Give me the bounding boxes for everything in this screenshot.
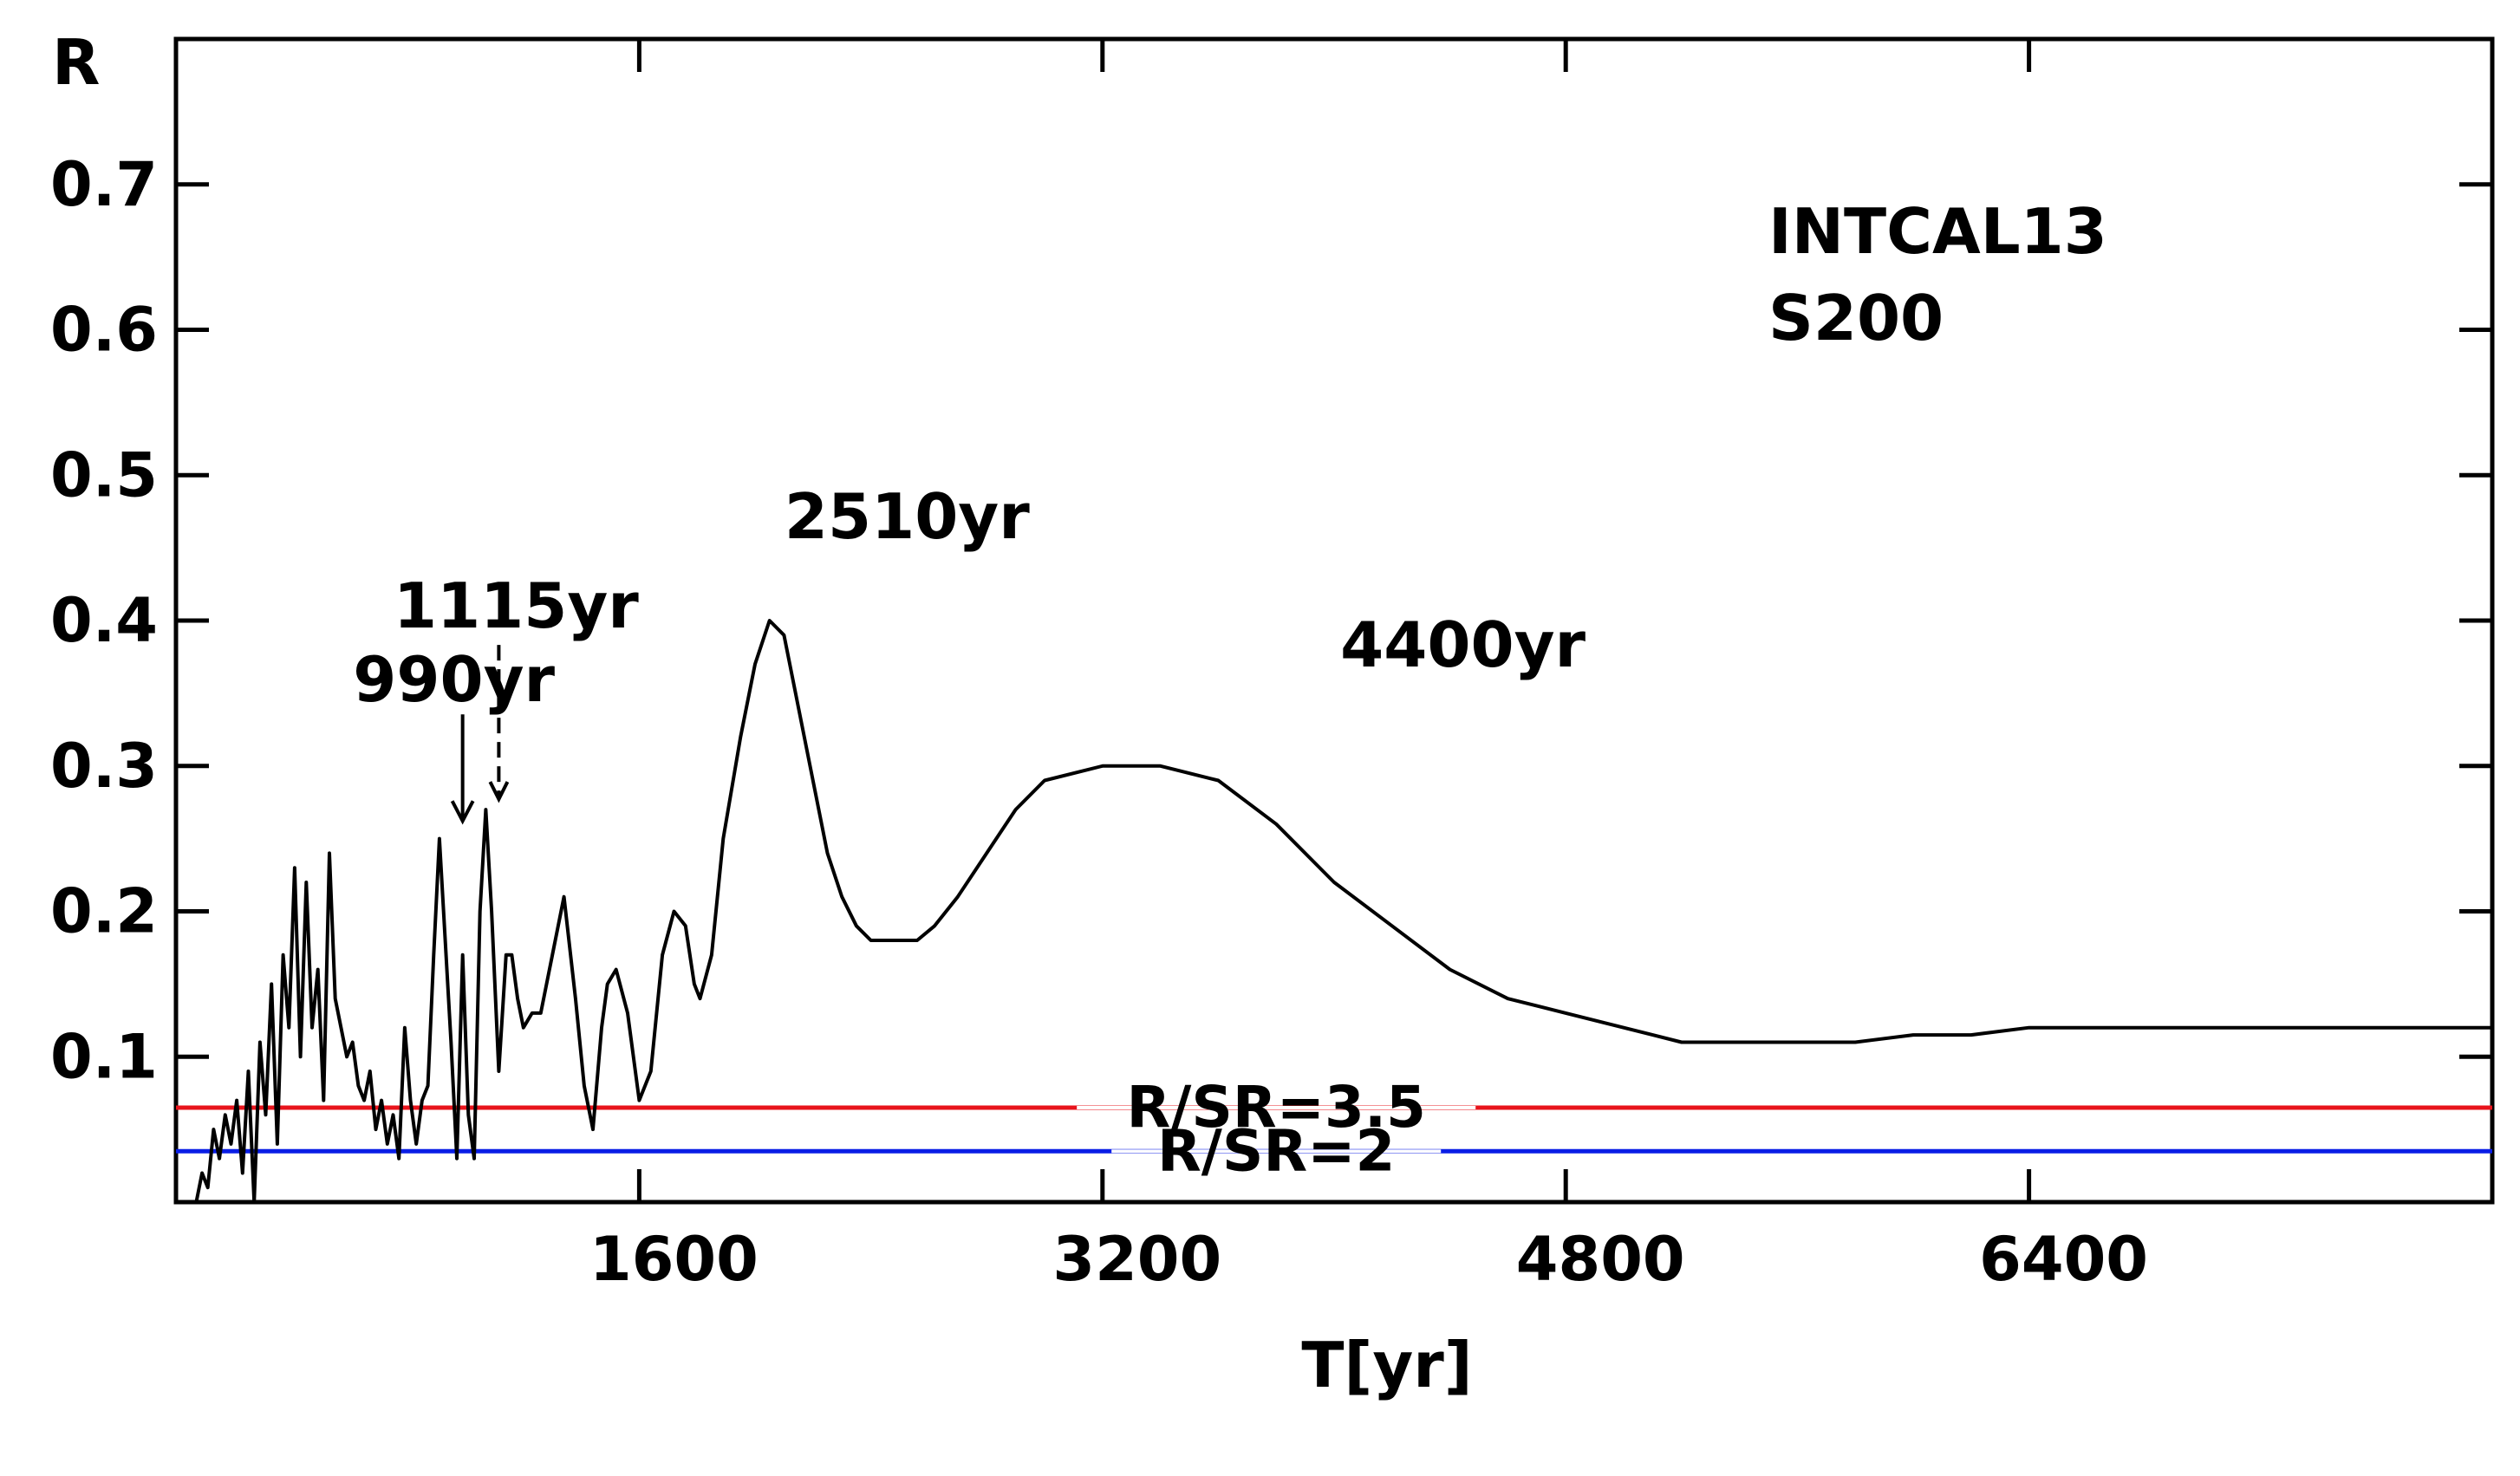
threshold-label-gap (1077, 1105, 1476, 1109)
y-tick-label: 0.5 (50, 439, 158, 510)
threshold-label-gap (1111, 1149, 1442, 1154)
y-tick-label: 0.2 (50, 876, 158, 947)
legend-dataset: INTCAL13 (1768, 195, 2107, 268)
x-tick-label: 3200 (1052, 1224, 1221, 1295)
peak-annotation: 2510yr (785, 480, 1030, 553)
peak-arrow-head (450, 800, 475, 825)
axis-ticks (176, 39, 2492, 1202)
series-line (194, 619, 2492, 1204)
y-tick-label: 0.1 (50, 1021, 158, 1092)
legend-model: S200 (1768, 282, 1944, 354)
y-tick-label: 0.3 (50, 731, 158, 802)
x-axis-label: T[yr] (1301, 1329, 1472, 1401)
threshold-label: R/SR=2 (1157, 1117, 1396, 1184)
threshold-line: R/SR=3.5 (176, 1074, 2492, 1141)
threshold-label: R/SR=3.5 (1126, 1074, 1426, 1141)
y-tick-label: 0.4 (50, 585, 158, 656)
threshold-lines: R/SR=3.5R/SR=2 (176, 1074, 2492, 1184)
x-tick-label: 4800 (1516, 1224, 1685, 1295)
y-tick-label: 0.7 (50, 149, 158, 220)
y-tick-label: 0.6 (50, 295, 158, 366)
peak-label: 2510yr (785, 480, 1030, 553)
peak-label: 1115yr (394, 569, 639, 642)
peak-arrow-head (488, 781, 510, 803)
peak-label: 4400yr (1340, 608, 1586, 681)
data-series (194, 619, 2492, 1204)
peak-annotation: 4400yr (1340, 608, 1586, 681)
peak-annotation: 990yr (353, 643, 556, 825)
x-tick-label: 6400 (1979, 1224, 2148, 1295)
peak-annotation: 1115yr (394, 569, 639, 803)
y-axis-label: R (52, 26, 100, 99)
threshold-line: R/SR=2 (176, 1117, 2492, 1184)
peak-label: 990yr (353, 643, 555, 716)
axis-tick-labels: 1600 3200 4800 6400 0.1 0.2 0.3 0.4 0.5 0.6 0.7 (50, 149, 2148, 1295)
x-tick-label: 1600 (589, 1224, 759, 1295)
